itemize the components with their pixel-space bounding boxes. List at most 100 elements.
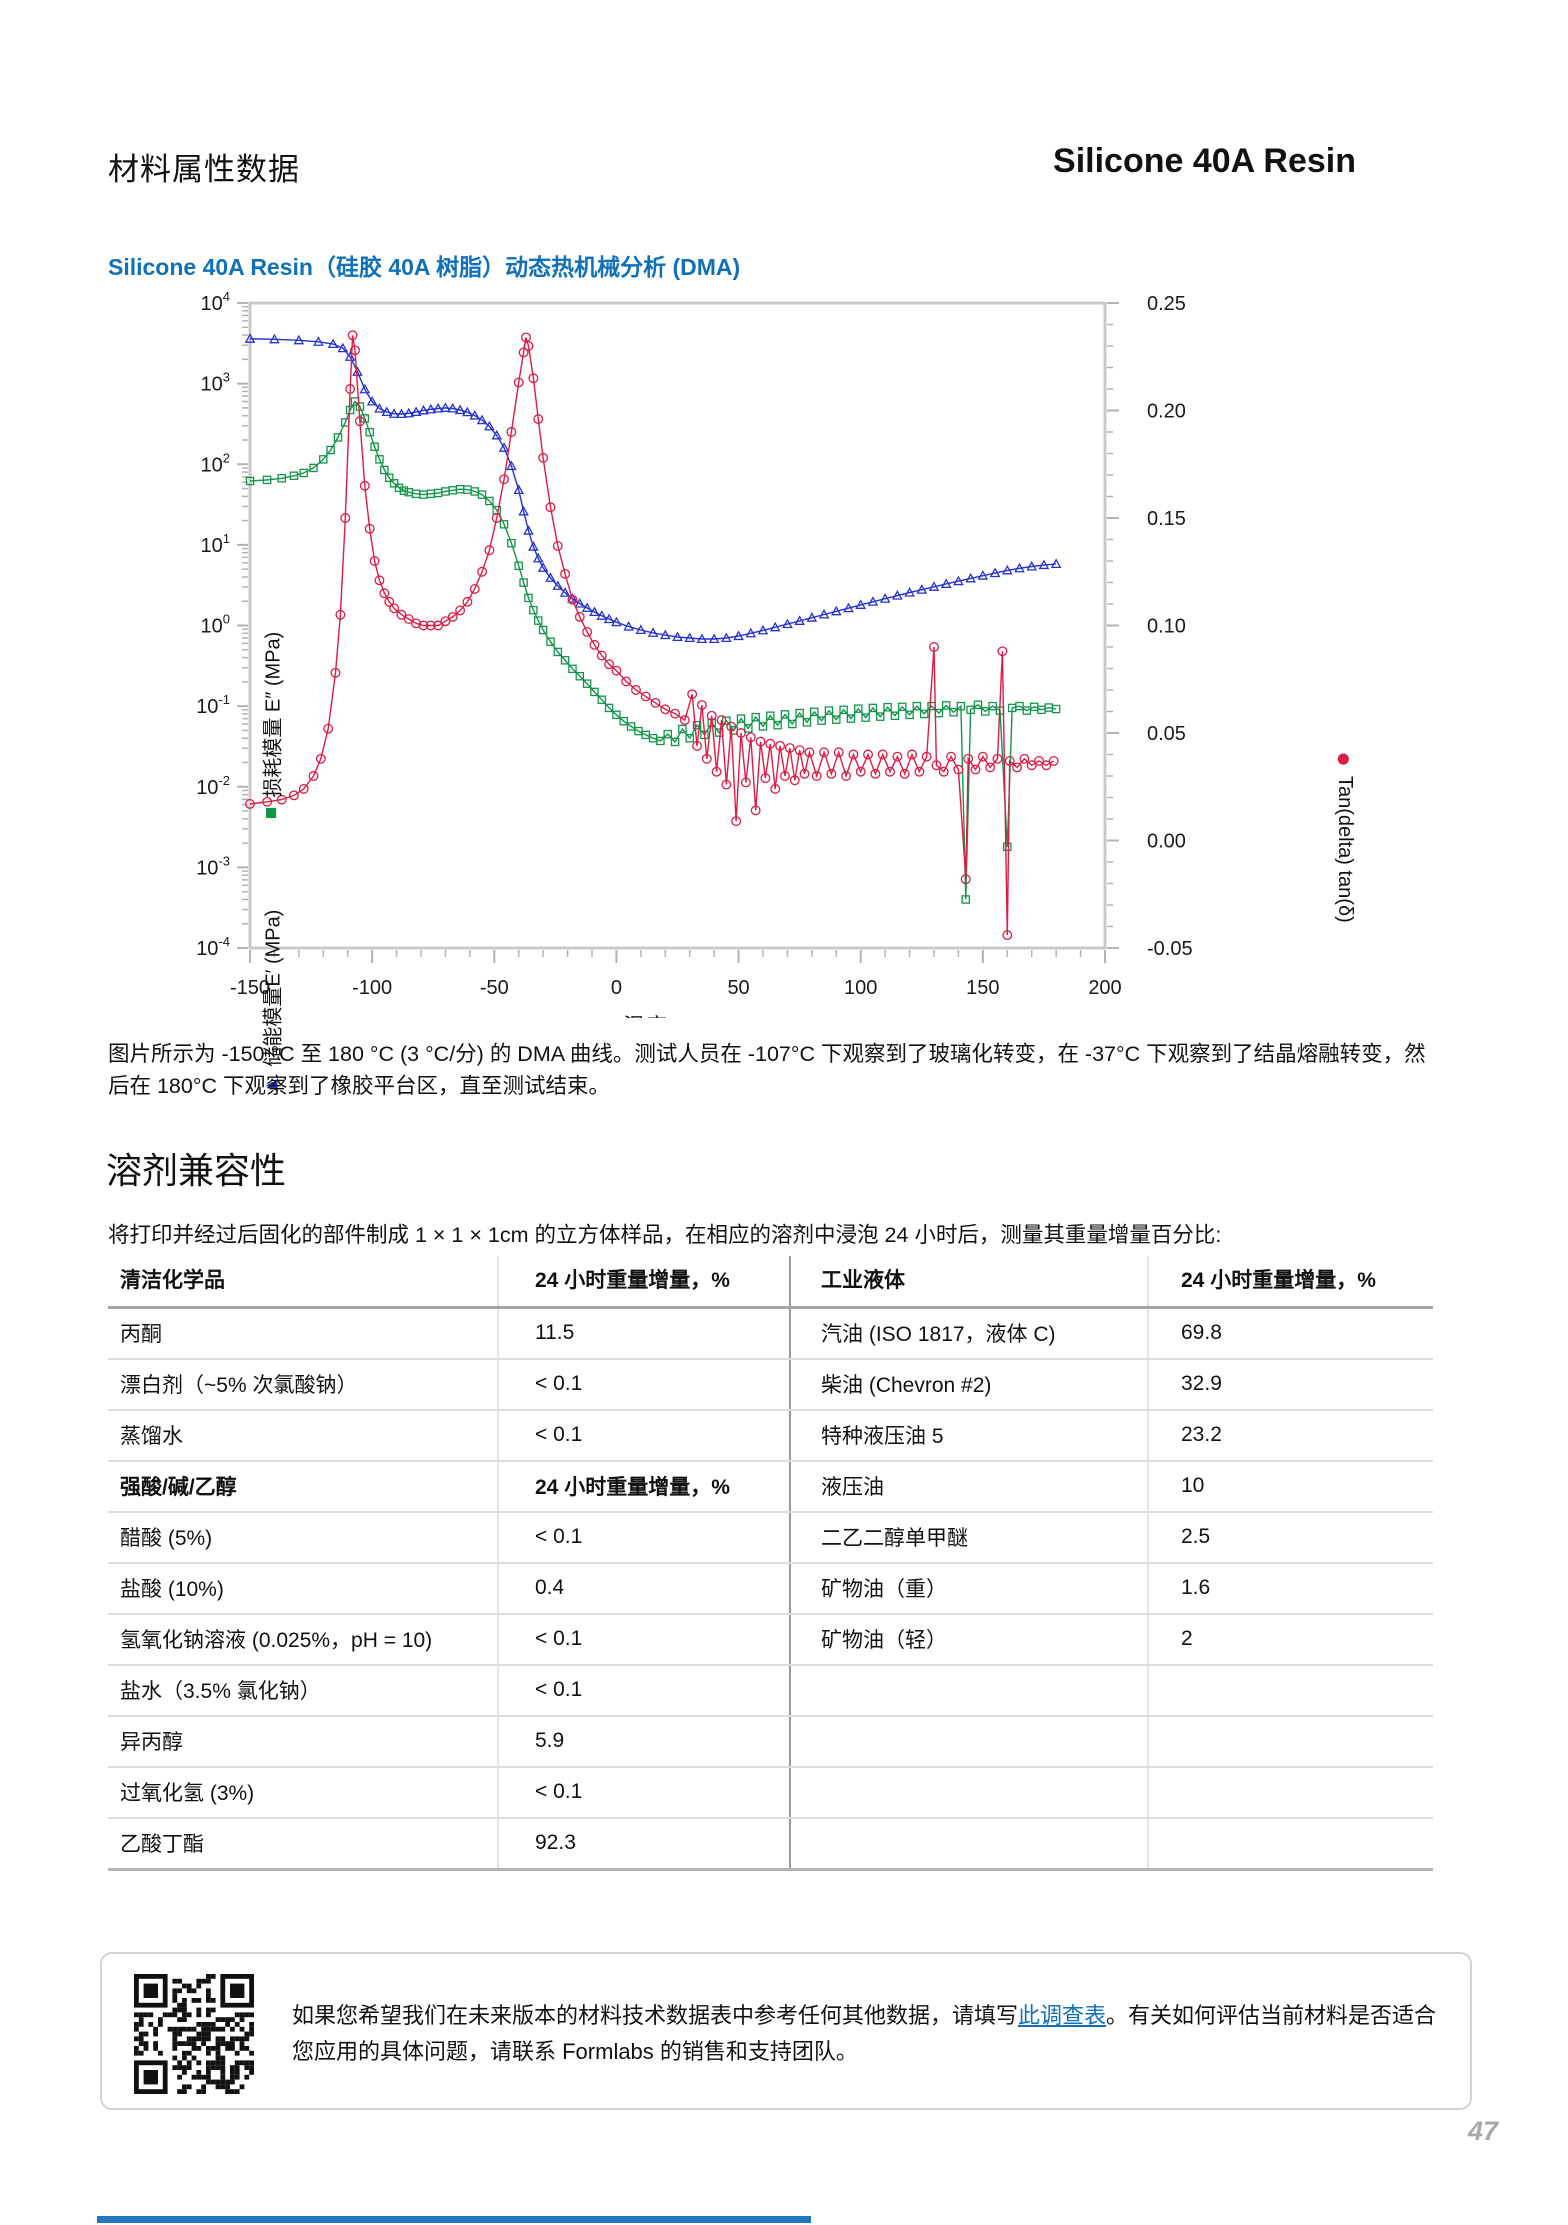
solvent-name-cell: 漂白剂（~5% 次氯酸钠） bbox=[108, 1359, 498, 1411]
column-header-weight-gain-right: 24 小时重量增量，% bbox=[1147, 1256, 1433, 1309]
footer-note-before-link: 如果您希望我们在未来版本的材料技术数据表中参考任何其他数据，请填写 bbox=[292, 2003, 1019, 2028]
svg-text:0.25: 0.25 bbox=[1147, 293, 1186, 315]
weight-gain-value-cell: < 0.1 bbox=[497, 1359, 790, 1411]
svg-text:-0.05: -0.05 bbox=[1147, 938, 1193, 960]
table-row: 氢氧化钠溶液 (0.025%，pH = 10) < 0.1 矿物油（轻） 2 bbox=[108, 1614, 1433, 1666]
weight-gain-value-cell: 10 bbox=[1147, 1461, 1433, 1513]
tan-delta-axis-text: Tan(delta) tan(δ) bbox=[1334, 775, 1357, 923]
page-title: 材料属性数据 bbox=[108, 152, 300, 187]
weight-gain-value-cell: < 0.1 bbox=[497, 1410, 790, 1462]
solvent-name-cell: 矿物油（重） bbox=[789, 1563, 1148, 1615]
solvent-name-cell bbox=[789, 1665, 1148, 1717]
solvent-name-cell: 过氧化氢 (3%) bbox=[108, 1767, 498, 1819]
svg-text:-150: -150 bbox=[230, 977, 270, 999]
weight-gain-value-cell: < 0.1 bbox=[497, 1665, 790, 1717]
table-header-row: 清洁化学品 24 小时重量增量，% 工业液体 24 小时重量增量，% bbox=[108, 1256, 1433, 1309]
svg-text:103: 103 bbox=[201, 370, 230, 396]
weight-gain-value-cell bbox=[1147, 1767, 1433, 1819]
solvent-name-cell: 柴油 (Chevron #2) bbox=[789, 1359, 1148, 1411]
table-row: 异丙醇 5.9 bbox=[108, 1716, 1433, 1768]
solvent-intro-text: 将打印并经过后固化的部件制成 1 × 1 × 1cm 的立方体样品，在相应的溶剂… bbox=[108, 1223, 1222, 1247]
svg-text:温度 T (°C): 温度 T (°C) bbox=[623, 1014, 732, 1018]
tan-delta-circle-icon: ● bbox=[1330, 751, 1360, 767]
solvent-name-cell: 盐酸 (10%) bbox=[108, 1563, 498, 1615]
svg-text:50: 50 bbox=[727, 977, 749, 999]
table-row: 过氧化氢 (3%) < 0.1 bbox=[108, 1767, 1433, 1819]
weight-gain-value-cell bbox=[1147, 1665, 1433, 1717]
solvent-name-cell: 盐水（3.5% 氯化钠） bbox=[108, 1665, 498, 1717]
table-row: 漂白剂（~5% 次氯酸钠） < 0.1 柴油 (Chevron #2) 32.9 bbox=[108, 1359, 1433, 1411]
solvent-name-cell: 特种液压油 5 bbox=[789, 1410, 1148, 1462]
column-header-industrial-liquids: 工业液体 bbox=[789, 1256, 1148, 1309]
footer-callout-box bbox=[100, 1952, 1472, 2110]
table-row: 盐水（3.5% 氯化钠） < 0.1 bbox=[108, 1665, 1433, 1717]
svg-text:100: 100 bbox=[844, 977, 877, 999]
weight-gain-value-cell: 92.3 bbox=[497, 1818, 790, 1871]
solvent-name-cell: 丙酮 bbox=[108, 1307, 498, 1360]
weight-gain-value-cell: < 0.1 bbox=[497, 1512, 790, 1564]
solvent-name-cell: 氢氧化钠溶液 (0.025%，pH = 10) bbox=[108, 1614, 498, 1666]
svg-text:10-1: 10-1 bbox=[196, 692, 230, 718]
weight-gain-value-cell bbox=[1147, 1818, 1433, 1871]
weight-gain-value-cell: 23.2 bbox=[1147, 1410, 1433, 1462]
solvent-name-cell: 矿物油（轻） bbox=[789, 1614, 1148, 1666]
solvent-name-cell bbox=[789, 1818, 1148, 1871]
weight-gain-value-cell: 0.4 bbox=[497, 1563, 790, 1615]
svg-text:0.15: 0.15 bbox=[1147, 508, 1186, 530]
bottom-accent-bar bbox=[97, 2216, 811, 2223]
svg-text:10-2: 10-2 bbox=[196, 773, 230, 799]
solvent-name-cell: 强酸/碱/乙醇 bbox=[108, 1461, 498, 1513]
survey-link[interactable]: 此调查表 bbox=[1018, 2003, 1107, 2028]
table-row: 蒸馏水 < 0.1 特种液压油 5 23.2 bbox=[108, 1410, 1433, 1462]
tan-delta-axis-label: ● Tan(delta) tan(δ) bbox=[1330, 677, 1360, 997]
weight-gain-value-cell bbox=[1147, 1716, 1433, 1768]
weight-gain-value-cell: < 0.1 bbox=[497, 1614, 790, 1666]
weight-gain-value-cell: 32.9 bbox=[1147, 1359, 1433, 1411]
solvent-name-cell: 异丙醇 bbox=[108, 1716, 498, 1768]
solvent-name-cell: 二乙二醇单甲醚 bbox=[789, 1512, 1148, 1564]
material-title: Silicone 40A Resin bbox=[1053, 142, 1356, 180]
svg-text:102: 102 bbox=[201, 450, 230, 476]
svg-text:0: 0 bbox=[611, 977, 622, 999]
weight-gain-value-cell: 11.5 bbox=[497, 1307, 790, 1360]
svg-text:0.20: 0.20 bbox=[1147, 401, 1186, 423]
table-row: 醋酸 (5%) < 0.1 二乙二醇单甲醚 2.5 bbox=[108, 1512, 1433, 1564]
svg-text:0.00: 0.00 bbox=[1147, 831, 1186, 853]
solvent-name-cell: 蒸馏水 bbox=[108, 1410, 498, 1462]
svg-text:104: 104 bbox=[201, 289, 230, 315]
weight-gain-value-cell: 1.6 bbox=[1147, 1563, 1433, 1615]
svg-text:-100: -100 bbox=[352, 977, 392, 999]
dma-chart: 104 103 102 101 100 10-1 10-2 10-3 10-4 0.25 0.20 0… bbox=[100, 288, 1360, 1095]
svg-text:0.10: 0.10 bbox=[1147, 616, 1186, 638]
table-row: 乙酸丁酯 92.3 bbox=[108, 1818, 1433, 1871]
chart-title: Silicone 40A Resin（硅胶 40A 树脂）动态热机械分析 (DM… bbox=[108, 254, 741, 280]
storage-modulus-axis-label: ▲ 储能模量E′ (MPa) bbox=[257, 843, 286, 1163]
qr-code bbox=[134, 1974, 254, 2094]
table-row: 丙酮 11.5 汽油 (ISO 1817，液体 C) 69.8 bbox=[108, 1307, 1433, 1360]
table-row: 盐酸 (10%) 0.4 矿物油（重） 1.6 bbox=[108, 1563, 1433, 1615]
loss-modulus-axis-text: 损耗模量 E″ (MPa) bbox=[262, 631, 285, 798]
table-row: 强酸/碱/乙醇 24 小时重量增量，% 液压油 10 bbox=[108, 1461, 1433, 1513]
loss-modulus-square-icon: ■ bbox=[259, 806, 283, 820]
solvent-section-heading: 溶剂兼容性 bbox=[106, 1150, 287, 1191]
dma-chart-canvas: 104 103 102 101 100 10-1 10-2 10-3 10-4 0.25 0.20 0… bbox=[196, 289, 1193, 1018]
solvent-name-cell: 醋酸 (5%) bbox=[108, 1512, 498, 1564]
loss-modulus-axis-label: ■ 损耗模量 E″ (MPa) bbox=[257, 566, 286, 886]
svg-text:10-4: 10-4 bbox=[196, 934, 230, 960]
svg-text:100: 100 bbox=[201, 612, 230, 638]
footer-note-after-link: 。有关如何评估当前材料是否适合您应用的具体问题，请联系 Formlabs 的销售… bbox=[292, 2003, 1437, 2064]
solvent-name-cell: 乙酸丁酯 bbox=[108, 1818, 498, 1871]
column-header-weight-gain-left: 24 小时重量增量，% bbox=[497, 1256, 790, 1309]
weight-gain-value-cell: 5.9 bbox=[497, 1716, 790, 1768]
weight-gain-value-cell: 24 小时重量增量，% bbox=[497, 1461, 790, 1513]
weight-gain-value-cell: 2 bbox=[1147, 1614, 1433, 1666]
chart-caption: 图片所示为 -150 °C 至 180 °C (3 °C/分) 的 DMA 曲线… bbox=[108, 1042, 1426, 1099]
weight-gain-value-cell: < 0.1 bbox=[497, 1767, 790, 1819]
solvent-name-cell: 汽油 (ISO 1817，液体 C) bbox=[789, 1307, 1148, 1360]
solvent-name-cell: 液压油 bbox=[789, 1461, 1148, 1513]
page-number: 47 bbox=[1468, 2116, 1499, 2146]
solvent-name-cell bbox=[789, 1767, 1148, 1819]
svg-text:-50: -50 bbox=[480, 977, 509, 999]
column-header-cleaning-chemicals: 清洁化学品 bbox=[108, 1256, 498, 1309]
